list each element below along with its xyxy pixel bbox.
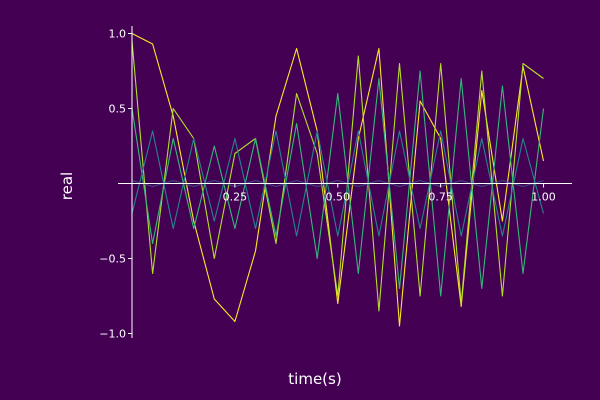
x-tick-label: 0.50	[326, 191, 351, 204]
y-tick-label: −0.5	[99, 253, 126, 266]
x-axis-title: time(s)	[288, 370, 341, 388]
series-line-3	[131, 70, 545, 297]
x-tick-label: 0.75	[428, 191, 453, 204]
x-ticks: 0.25 0.50 0.75 1.00	[223, 183, 556, 204]
x-tick-label: 0.25	[223, 191, 248, 204]
series-line-2	[131, 40, 544, 312]
y-tick-label: −1.0	[99, 328, 126, 341]
y-tick-label: 1.0	[109, 28, 127, 41]
series-line-4	[131, 130, 545, 237]
series-line-1	[131, 33, 545, 327]
y-tick-label: 0.5	[109, 103, 127, 116]
series-layer	[131, 33, 545, 327]
x-tick-label: 1.00	[531, 191, 556, 204]
y-ticks: 1.0 0.5 −0.5 −1.0	[99, 28, 132, 341]
y-axis-title: real	[58, 172, 76, 200]
series-line-5	[131, 179, 544, 188]
